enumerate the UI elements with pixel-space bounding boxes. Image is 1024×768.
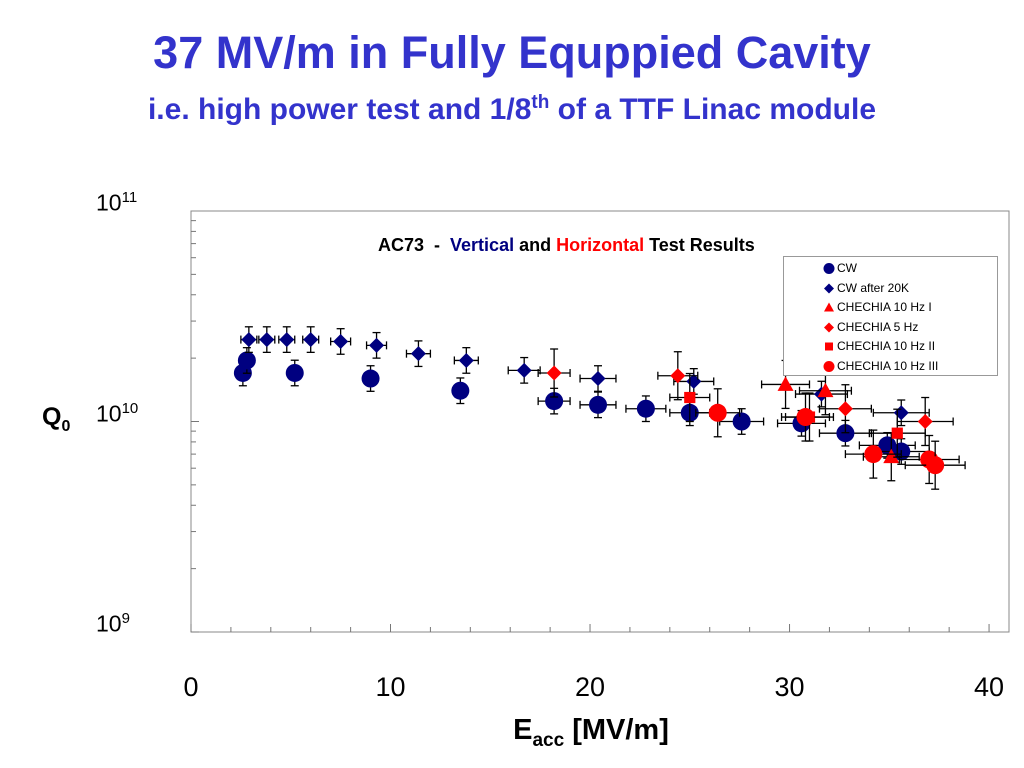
legend-marker <box>824 302 834 312</box>
legend-marker <box>823 360 835 372</box>
chart-title-part: Horizontal <box>556 235 645 255</box>
chart-title-part: AC73 - <box>378 235 451 255</box>
x-tick-label: 0 <box>183 672 199 702</box>
y-tick-label: 1011 <box>96 189 137 217</box>
data-point <box>708 403 727 422</box>
data-point <box>837 401 853 417</box>
y-axis-label-main: Q <box>42 403 62 431</box>
data-point <box>259 332 275 348</box>
chart-legend: CW CW after 20K CHECHIA 10 Hz I CHECHIA 5 H… <box>783 256 998 376</box>
data-point <box>237 351 256 370</box>
subtitle-end: of a TTF Linac module <box>549 93 877 126</box>
data-point <box>589 395 608 414</box>
chart-title: AC73 - Vertical and Horizontal Test Resu… <box>378 235 755 256</box>
y-tick-label: 109 <box>96 610 130 638</box>
legend-marker-square <box>825 342 833 351</box>
chart-title-part: Vertical <box>450 235 515 255</box>
data-point <box>777 376 794 391</box>
data-point <box>796 408 815 427</box>
series-chechia-10-hz-iii <box>695 388 966 490</box>
data-point <box>670 368 686 384</box>
data-point <box>864 445 883 464</box>
legend-marker <box>824 283 834 293</box>
data-point <box>732 412 751 431</box>
data-point <box>636 399 655 418</box>
legend-marker <box>824 322 834 332</box>
legend-marker <box>823 263 835 274</box>
x-tick-label: 40 <box>974 672 1005 702</box>
slide-title: 37 MV/m in Fully Equppied Cavity <box>153 27 871 78</box>
data-point <box>893 405 909 421</box>
subtitle-superscript: th <box>531 92 550 113</box>
y-tick-exponent: 10 <box>121 399 139 417</box>
data-point <box>241 332 257 348</box>
legend-marker-diamond <box>824 283 834 293</box>
series-chechia-5-hz <box>537 348 954 447</box>
data-point <box>333 333 349 349</box>
data-point <box>917 414 933 429</box>
x-tick-label: 20 <box>574 672 606 702</box>
x-axis-label: Eacc [MV/m] <box>0 714 1024 752</box>
data-point <box>285 363 304 382</box>
slide-subtitle: i.e. high power test and 1/8th of a TTF … <box>0 90 1024 130</box>
x-axis-label-subscript: acc <box>532 729 565 751</box>
y-axis-label-subscript: 0 <box>61 418 71 435</box>
data-point <box>891 427 903 439</box>
data-point <box>410 346 426 362</box>
x-tick-label: 30 <box>774 672 805 702</box>
y-tick-base: 10 <box>96 610 122 637</box>
data-point <box>361 369 380 388</box>
data-point <box>516 362 532 378</box>
x-tick-label: 10 <box>375 672 406 702</box>
data-point <box>458 352 474 368</box>
data-point <box>684 391 696 404</box>
legend-label: CHECHIA 10 Hz II <box>837 339 936 353</box>
subtitle-main: i.e. high power test and 1/8 <box>147 93 532 126</box>
legend-marker-circle <box>823 360 835 372</box>
legend-marker <box>825 342 833 351</box>
chart-title-part: and <box>514 235 557 255</box>
x-axis-label-end: [MV/m] <box>564 714 669 746</box>
chart-title-part: Test Results <box>644 235 755 255</box>
data-point <box>279 332 295 348</box>
x-axis-label-main: E <box>513 714 533 746</box>
y-tick-exponent: 9 <box>121 610 130 627</box>
data-point <box>451 381 470 400</box>
legend-label: CHECHIA 5 Hz <box>837 319 919 334</box>
data-point <box>369 337 385 353</box>
legend-marker-diamond <box>824 322 834 332</box>
y-tick-base: 10 <box>96 189 122 216</box>
legend-marker-circle <box>823 263 835 274</box>
data-point <box>926 456 945 475</box>
data-point <box>817 382 834 398</box>
y-axis-label: Q0 <box>42 403 70 436</box>
legend-label: CW <box>837 261 857 275</box>
legend-label: CHECHIA 10 Hz III <box>837 358 939 373</box>
data-point <box>546 365 562 381</box>
y-tick-exponent: 11 <box>121 189 138 206</box>
data-point <box>545 392 564 411</box>
legend-label: CW after 20K <box>837 280 910 295</box>
y-tick-base: 10 <box>96 400 122 427</box>
data-point <box>590 371 606 387</box>
legend-label: CHECHIA 10 Hz I <box>837 300 932 314</box>
data-point <box>883 448 900 464</box>
data-point <box>303 332 319 348</box>
legend-marker-triangle <box>824 302 834 312</box>
y-tick-label: 1010 <box>96 400 138 428</box>
